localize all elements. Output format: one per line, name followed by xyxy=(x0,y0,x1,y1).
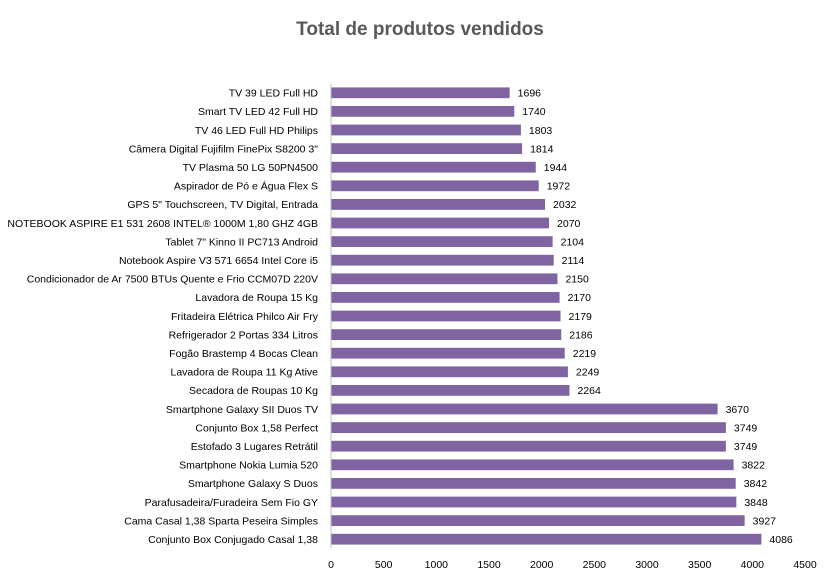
category-label: Aspirador de Pó e Água Flex S xyxy=(174,180,318,193)
value-label: 1944 xyxy=(544,162,568,174)
bar xyxy=(331,533,762,545)
bar xyxy=(331,366,568,378)
value-label: 1696 xyxy=(518,88,542,100)
value-label: 4086 xyxy=(769,534,793,546)
category-label: Câmera Digital Fujifilm FinePix S8200 3" xyxy=(129,143,319,155)
category-label: Lavadora de Roupa 11 Kg Ative xyxy=(171,367,319,379)
x-tick-label: 4000 xyxy=(741,559,765,571)
x-tick-label: 3000 xyxy=(635,559,659,571)
value-label: 2070 xyxy=(557,218,581,230)
category-label: TV 46 LED Full HD Philips xyxy=(195,125,318,137)
x-tick-label: 1500 xyxy=(477,559,501,571)
category-label: Tablet 7" Kinno II PC713 Android xyxy=(165,236,318,248)
bar xyxy=(331,347,565,359)
category-label: Condicionador de Ar 7500 BTUs Quente e F… xyxy=(27,274,318,286)
bar xyxy=(331,161,536,173)
value-label: 2114 xyxy=(562,255,585,267)
bar xyxy=(331,124,521,136)
category-label: Lavadora de Roupa 15 Kg xyxy=(195,292,318,304)
bar xyxy=(331,273,558,285)
category-label: Conjunto Box Conjugado Casal 1,38 xyxy=(148,534,318,546)
x-tick-label: 4500 xyxy=(793,559,817,571)
value-label: 3749 xyxy=(734,422,758,434)
bar xyxy=(331,496,737,508)
x-axis-tick-labels: 0 500 1000 1500 2000 2500 3000 3500 4000 4500 xyxy=(328,559,817,571)
category-label: Parafusadeira/Furadeira Sem Fio GY xyxy=(145,497,318,509)
bar xyxy=(331,106,515,117)
bar xyxy=(331,199,546,210)
bar xyxy=(331,478,736,489)
category-label: Smartphone Nokia Lumia 520 xyxy=(179,460,318,472)
bar xyxy=(331,329,562,340)
value-label: 3822 xyxy=(742,460,766,472)
category-label: Smartphone Galaxy S Duos xyxy=(188,478,318,490)
bar xyxy=(331,143,523,154)
chart-title: Total de produtos vendidos xyxy=(296,19,544,40)
value-label: 2104 xyxy=(561,236,585,248)
category-label: GPS 5" Touchscreen, TV Digital, Entrada xyxy=(127,199,318,211)
value-label: 2170 xyxy=(568,292,592,304)
category-label: Notebook Aspire V3 571 6654 Intel Core i… xyxy=(119,255,318,267)
value-label: 2249 xyxy=(576,367,600,379)
category-label: Smartphone Galaxy SII Duos TV xyxy=(166,404,318,416)
value-label: 1803 xyxy=(529,125,553,137)
category-label: Conjunto Box 1,58 Perfect xyxy=(195,422,318,434)
category-label: NOTEBOOK ASPIRE E1 531 2608 INTEL® 1000M… xyxy=(7,218,318,230)
bars xyxy=(331,87,762,545)
value-label: 3749 xyxy=(734,441,758,453)
x-tick-label: 2000 xyxy=(530,559,554,571)
bar xyxy=(331,385,570,396)
bar xyxy=(331,515,745,526)
bar xyxy=(331,440,726,452)
bar xyxy=(331,254,554,266)
category-label: TV Plasma 50 LG 50PN4500 xyxy=(183,162,319,174)
x-tick-label: 2500 xyxy=(583,559,607,571)
bar xyxy=(331,217,550,229)
value-label: 3842 xyxy=(744,478,768,490)
value-label: 2264 xyxy=(577,385,601,397)
value-label: 1740 xyxy=(522,106,546,118)
bar xyxy=(331,403,718,415)
value-label: 2186 xyxy=(569,329,593,341)
category-label: Fritadeira Elétrica Philco Air Fry xyxy=(171,311,319,323)
value-label: 2032 xyxy=(553,199,577,211)
value-label: 2150 xyxy=(565,274,589,286)
value-label: 2179 xyxy=(569,311,593,323)
bar xyxy=(331,87,510,99)
bar xyxy=(331,236,553,247)
category-label: Fogão Brastemp 4 Bocas Clean xyxy=(169,348,318,360)
bar xyxy=(331,180,539,192)
value-label: 3670 xyxy=(726,404,750,416)
x-tick-label: 500 xyxy=(375,559,393,571)
bar xyxy=(331,422,726,433)
value-label: 3927 xyxy=(753,515,777,527)
category-label: TV 39 LED Full HD xyxy=(229,88,319,100)
category-label: Estofado 3 Lugares Retrátil xyxy=(191,441,318,453)
category-label: Cama Casal 1,38 Sparta Peseira Simples xyxy=(124,515,318,527)
category-label: Smart TV LED 42 Full HD xyxy=(198,106,318,118)
value-label: 1972 xyxy=(547,181,571,193)
x-tick-label: 1000 xyxy=(425,559,449,571)
bar xyxy=(331,310,561,322)
category-label: Secadora de Roupas 10 Kg xyxy=(189,385,318,397)
value-labels: 1696 1740 1803 1814 1944 1972 2032 2070 2104 2114… xyxy=(518,88,793,546)
value-label: 3848 xyxy=(744,497,768,509)
x-tick-label: 0 xyxy=(328,559,334,571)
category-label: Refrigerador 2 Portas 334 Litros xyxy=(169,329,318,341)
bar xyxy=(331,459,734,471)
x-tick-label: 3500 xyxy=(688,559,712,571)
value-label: 2219 xyxy=(573,348,597,360)
value-label: 1814 xyxy=(530,143,554,155)
bar xyxy=(331,292,560,303)
category-labels: TV 39 LED Full HD Smart TV LED 42 Full HD… xyxy=(7,88,318,546)
